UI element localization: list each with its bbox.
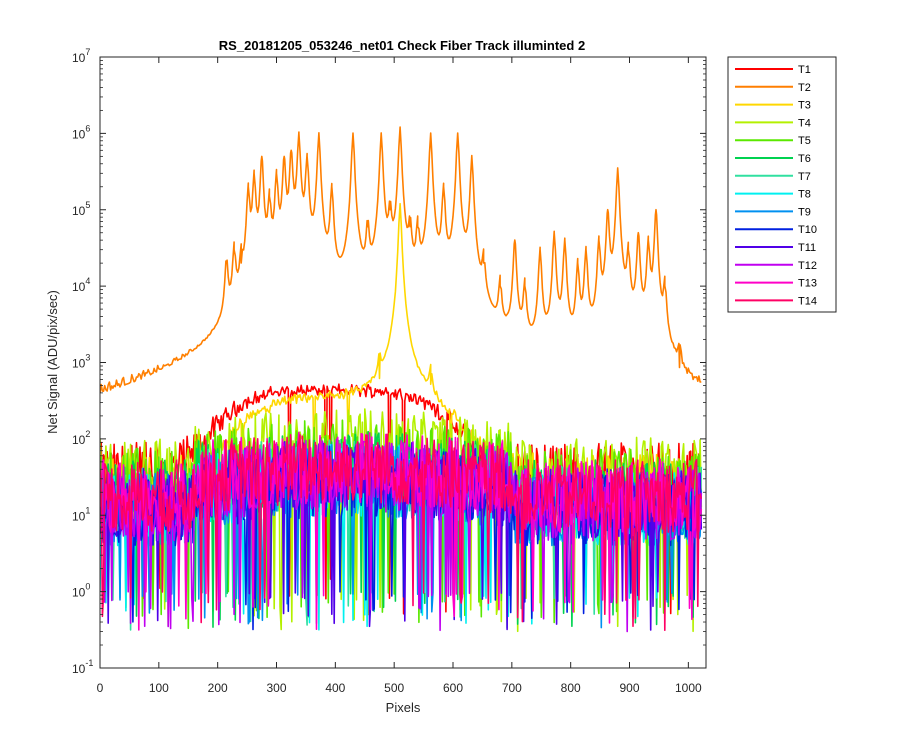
x-tick-label: 200 [208,681,228,695]
y-tick-label: 104 [72,276,90,294]
legend-label: T2 [798,82,811,94]
x-tick-label: 400 [325,681,345,695]
legend-label: T3 [798,100,811,112]
x-axis-label: Pixels [386,700,421,715]
series-layer [100,126,703,633]
x-tick-label: 800 [561,681,581,695]
y-tick-label: 101 [72,505,90,523]
x-tick-label: 500 [384,681,404,695]
legend-box [727,56,837,313]
y-tick-label: 102 [72,429,90,447]
x-tick-label: 0 [97,681,104,695]
legend-label: T11 [798,242,816,254]
legend-label: T4 [798,117,811,129]
y-tick-label: 10-1 [72,658,93,676]
y-tick-label: 107 [72,47,90,65]
chart-title: RS_20181205_053246_net01 Check Fiber Tra… [219,38,585,53]
legend-label: T10 [798,224,817,236]
legend-label: T5 [798,135,811,147]
y-tick-label: 105 [72,200,90,218]
x-tick-label: 1000 [675,681,702,695]
legend-label: T13 [798,278,817,290]
y-axis-label: Net Signal (ADU/pix/sec) [45,290,60,434]
legend: T1 T2 T3 T4 T5 T6 T7 T8 T9 T10 T11 T12 T13 T14 [727,56,837,313]
x-tick-label: 700 [502,681,522,695]
series-line-t2 [100,126,702,394]
y-tick-label: 100 [72,582,90,600]
legend-label: T8 [798,189,811,201]
x-tick-label: 600 [443,681,463,695]
legend-label: T12 [798,260,817,272]
legend-label: T1 [798,64,811,76]
legend-label: T14 [798,295,817,307]
legend-label: T7 [798,171,811,183]
y-axis: 10-1 100 101 102 103 104 105 106 107 [72,47,706,676]
x-axis: 0 100 200 300 400 500 600 700 800 900 1000 [97,57,702,695]
series-line-t14 [100,433,703,631]
legend-label: T6 [798,153,811,165]
legend-label: T9 [798,206,811,218]
y-tick-label: 103 [72,353,90,371]
y-tick-label: 106 [72,123,90,141]
x-tick-label: 900 [619,681,639,695]
x-tick-label: 300 [266,681,286,695]
x-tick-label: 100 [149,681,169,695]
